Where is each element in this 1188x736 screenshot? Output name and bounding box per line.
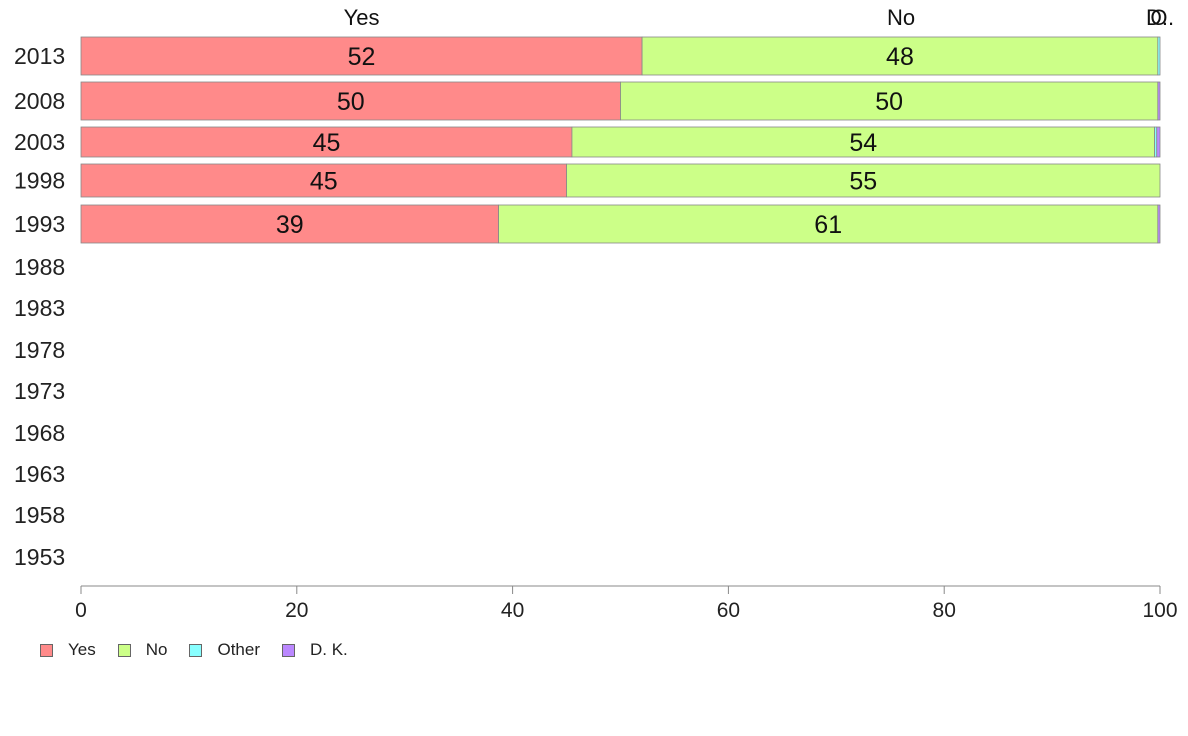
bar-yes-2003: [80, 126, 573, 158]
x-tick-label-100: 100: [1142, 599, 1177, 622]
data-label-yes-1993: 39: [276, 211, 304, 239]
legend-swatch-yes: [40, 643, 53, 657]
data-label-no-2008: 50: [875, 88, 903, 116]
top-label-2: O: [1150, 5, 1167, 30]
legend-label-other: Other: [217, 640, 260, 659]
legend: Yes No Other D. K.: [40, 640, 370, 660]
y-axis-labels: 2013 2008 2003 1998 1993 1988 1983 1978 1973 1968…: [14, 43, 65, 570]
data-label-yes-2013: 52: [348, 43, 376, 71]
y-label-2013: 2013: [14, 43, 65, 69]
y-label-1993: 1993: [14, 211, 65, 237]
data-label-no-1993: 61: [814, 211, 842, 239]
y-label-1973: 1973: [14, 378, 65, 404]
legend-swatch-other: [189, 643, 203, 657]
data-label-yes-2003: 45: [313, 129, 341, 157]
x-tick-label-40: 40: [501, 599, 524, 622]
x-tick-label-60: 60: [717, 599, 740, 622]
top-label-0: Yes: [344, 5, 380, 30]
legend-item-yes: Yes: [40, 640, 96, 660]
top-label-1: No: [887, 5, 915, 30]
bars: 52 48 50 50 45 54 45 55 39 61: [80, 36, 1161, 244]
legend-swatch-no: [117, 643, 131, 657]
y-label-2008: 2008: [14, 88, 65, 114]
bar-other-2013: [1157, 36, 1161, 76]
y-label-1998: 1998: [14, 168, 65, 194]
legend-item-no: No: [117, 640, 168, 660]
bar-no-1998: [566, 163, 1161, 198]
y-label-2003: 2003: [14, 129, 65, 155]
bar-d-k-2003: [1156, 126, 1161, 158]
y-label-1983: 1983: [14, 295, 65, 321]
legend-item-other: Other: [189, 640, 260, 660]
y-label-1978: 1978: [14, 337, 65, 363]
data-label-yes-2008: 50: [337, 88, 365, 116]
bar-no-1993: [498, 204, 1159, 244]
y-label-1953: 1953: [14, 544, 65, 570]
y-label-1988: 1988: [14, 254, 65, 280]
y-label-1968: 1968: [14, 420, 65, 446]
bar-no-2003: [571, 126, 1156, 158]
bar-yes-1998: [80, 163, 567, 198]
bar-d-k-2008: [1157, 81, 1161, 121]
legend-label-dk: D. K.: [310, 640, 348, 659]
bar-no-2013: [641, 36, 1159, 76]
data-label-yes-1998: 45: [310, 168, 338, 196]
legend-item-dk: D. K.: [282, 640, 348, 660]
x-tick-label-0: 0: [75, 599, 87, 622]
legend-label-yes: Yes: [68, 640, 96, 659]
x-axis: 0 20 40 60 80 100: [75, 585, 1178, 622]
x-tick-label-80: 80: [933, 599, 956, 622]
y-label-1958: 1958: [14, 502, 65, 528]
top-label-3: D..: [1146, 5, 1174, 30]
bar-yes-1993: [80, 204, 499, 244]
bar-d-k-1993: [1157, 204, 1161, 244]
y-label-1963: 1963: [14, 461, 65, 487]
legend-label-no: No: [145, 640, 168, 659]
data-label-no-2013: 48: [886, 43, 914, 71]
top-series-labels: Yes No OD..: [344, 5, 1174, 30]
legend-swatch-dk: [282, 643, 295, 657]
x-tick-label-20: 20: [285, 599, 308, 622]
data-label-no-1998: 55: [849, 168, 877, 196]
data-label-no-2003: 54: [849, 129, 877, 157]
